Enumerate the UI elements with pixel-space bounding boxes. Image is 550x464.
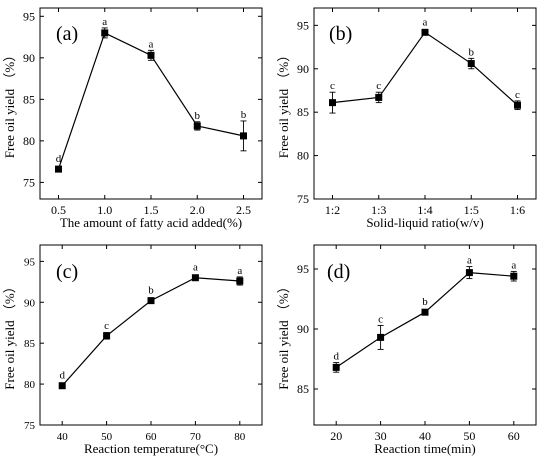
panel-b-y-tick-label: 75 bbox=[297, 192, 309, 206]
panel-a-x-tick-label: 1.0 bbox=[97, 203, 112, 217]
panel-d-data-point bbox=[465, 269, 473, 277]
panel-b-significance-letter: b bbox=[469, 46, 475, 58]
panel-d-x-tick-label: 30 bbox=[375, 429, 387, 443]
panel-d-y-tick-label: 85 bbox=[297, 382, 309, 396]
panel-b-y-axis-title: Free oil yield （%） bbox=[276, 49, 291, 158]
panel-d-x-tick-label: 40 bbox=[419, 429, 431, 443]
panel-a-data-point bbox=[240, 132, 247, 140]
panel-c-x-tick-label: 60 bbox=[146, 431, 158, 443]
panel-d-series-line bbox=[335, 271, 514, 368]
panel-a-y-tick-label: 95 bbox=[23, 9, 35, 23]
panel-b-x-axis-title: Solid-liquid ratio(w/v) bbox=[366, 215, 483, 230]
panel-a-x-tick-label: 2.0 bbox=[190, 203, 205, 217]
panel-d: 20 30 40 50 60 85 90 95 Reaction time(min) Free o… bbox=[276, 244, 537, 456]
panel-a-data-point bbox=[193, 122, 201, 130]
panel-c-x-axis-title: Reaction temperature(°C) bbox=[84, 441, 218, 456]
panel-c-data-point bbox=[58, 382, 66, 390]
panel-b-y-tick-label: 90 bbox=[297, 62, 309, 76]
panel-a-x-tick-label: 2.5 bbox=[236, 203, 251, 217]
panel-c-y-tick-label: 80 bbox=[24, 379, 36, 391]
panel-b-y-tick-label: 85 bbox=[297, 105, 309, 119]
panel-b-data-point bbox=[514, 101, 521, 109]
panel-d-y-axis-title: Free oil yield （%） bbox=[276, 280, 291, 389]
panel-d-data-point bbox=[377, 333, 385, 341]
panel-c-data-point bbox=[191, 274, 199, 282]
panel-c-significance-letter: a bbox=[193, 262, 198, 274]
panel-a-significance-letter: b bbox=[241, 109, 247, 121]
panel-b-x-tick-label: 1:2 bbox=[325, 203, 340, 217]
panel-b-data-point bbox=[375, 93, 383, 101]
panel-d-significance-letter: b bbox=[422, 296, 428, 308]
panel-b-significance-letter: c bbox=[515, 89, 520, 101]
panel-a-y-axis-title: Free oil yield （%） bbox=[2, 49, 17, 158]
panel-a-x-tick-label: 1.5 bbox=[144, 203, 159, 217]
panel-a-panel-label: (a) bbox=[56, 23, 78, 45]
panel-d-y-tick-label: 90 bbox=[297, 322, 309, 336]
panel-b-y-tick-label: 95 bbox=[297, 18, 309, 32]
panel-d-y-tick-label: 95 bbox=[297, 262, 309, 276]
panel-c-y-tick-label: 85 bbox=[24, 338, 36, 350]
panel-b-significance-letter: a bbox=[423, 16, 428, 28]
panel-b-x-tick-label: 1:4 bbox=[417, 203, 432, 217]
panel-d-data-point bbox=[332, 363, 340, 371]
panel-b-significance-letter: c bbox=[376, 80, 381, 92]
panel-a-y-tick-label: 80 bbox=[23, 134, 35, 148]
panel-b-data-point bbox=[421, 28, 429, 36]
panel-a-significance-letter: d bbox=[56, 153, 62, 165]
panel-d-x-tick-label: 20 bbox=[330, 429, 342, 443]
panel-d-significance-letter: a bbox=[511, 259, 516, 271]
panel-d-significance-letter: d bbox=[333, 351, 339, 363]
panel-b-data-point bbox=[329, 99, 336, 107]
panel-b-significance-letter: c bbox=[330, 80, 335, 92]
panel-c-x-tick-label: 50 bbox=[101, 431, 113, 443]
panel-a-significance-letter: b bbox=[195, 110, 201, 122]
panel-d-data-point bbox=[421, 308, 429, 316]
panel-c-y-axis-title: Free oil yield （%） bbox=[2, 280, 17, 389]
panel-b-y-tick-label: 80 bbox=[297, 149, 309, 163]
panel-d-panel-label: (d) bbox=[327, 261, 350, 283]
panel-c-y-tick-label: 95 bbox=[24, 256, 36, 268]
panel-a: 0.5 1.0 1.5 2.0 2.5 75 80 85 90 95 The amount of f… bbox=[2, 7, 263, 230]
panel-b-data-point bbox=[467, 60, 475, 68]
panel-b-x-tick-label: 1:5 bbox=[464, 203, 479, 217]
panel-c-significance-letter: c bbox=[104, 320, 109, 332]
panel-d-data-point bbox=[510, 272, 518, 280]
panel-c-x-tick-label: 80 bbox=[234, 431, 246, 443]
panel-b-x-tick-label: 1:3 bbox=[371, 203, 386, 217]
panel-d-x-tick-label: 50 bbox=[463, 429, 475, 443]
panel-b-panel-label: (b) bbox=[329, 23, 352, 45]
panel-a-data-point bbox=[147, 51, 155, 59]
panel-a-y-tick-label: 90 bbox=[23, 51, 35, 65]
panel-b-x-tick-label: 1:6 bbox=[510, 203, 525, 217]
panel-c-y-tick-label: 75 bbox=[24, 420, 36, 432]
panel-d-significance-letter: a bbox=[467, 255, 472, 267]
panel-c-data-point bbox=[147, 297, 155, 305]
panel-c-data-point bbox=[236, 277, 244, 285]
panel-a-y-tick-label: 85 bbox=[23, 92, 35, 106]
panel-c-x-tick-label: 70 bbox=[190, 431, 202, 443]
panel-a-x-tick-label: 0.5 bbox=[51, 203, 66, 217]
panel-b: 1:2 1:3 1:4 1:5 1:6 75 80 85 90 95 Solid-liquid ra… bbox=[276, 7, 537, 230]
panel-d-x-tick-label: 60 bbox=[508, 429, 520, 443]
panel-b-series-line bbox=[332, 31, 518, 106]
panel-d-significance-letter: c bbox=[378, 313, 383, 325]
panel-d-x-axis-title: Reaction time(min) bbox=[374, 441, 475, 456]
panel-c-x-tick-label: 40 bbox=[57, 431, 69, 443]
panel-c-significance-letter: b bbox=[148, 285, 154, 297]
panel-c: 40 50 60 70 80 75 80 85 90 95 Reaction temperature… bbox=[2, 244, 263, 456]
panel-a-x-axis-title: The amount of fatty acid added(%) bbox=[60, 215, 242, 230]
panel-a-significance-letter: a bbox=[149, 38, 154, 50]
panel-c-significance-letter: d bbox=[59, 370, 65, 382]
panel-a-data-point bbox=[101, 29, 109, 37]
panel-a-significance-letter: a bbox=[102, 16, 107, 28]
panel-c-data-point bbox=[103, 332, 111, 340]
panel-a-data-point bbox=[55, 165, 62, 173]
panel-a-y-tick-label: 75 bbox=[23, 175, 35, 189]
panel-c-y-tick-label: 90 bbox=[24, 297, 36, 309]
panel-c-panel-label: (c) bbox=[56, 261, 78, 283]
panel-c-significance-letter: a bbox=[237, 265, 242, 277]
